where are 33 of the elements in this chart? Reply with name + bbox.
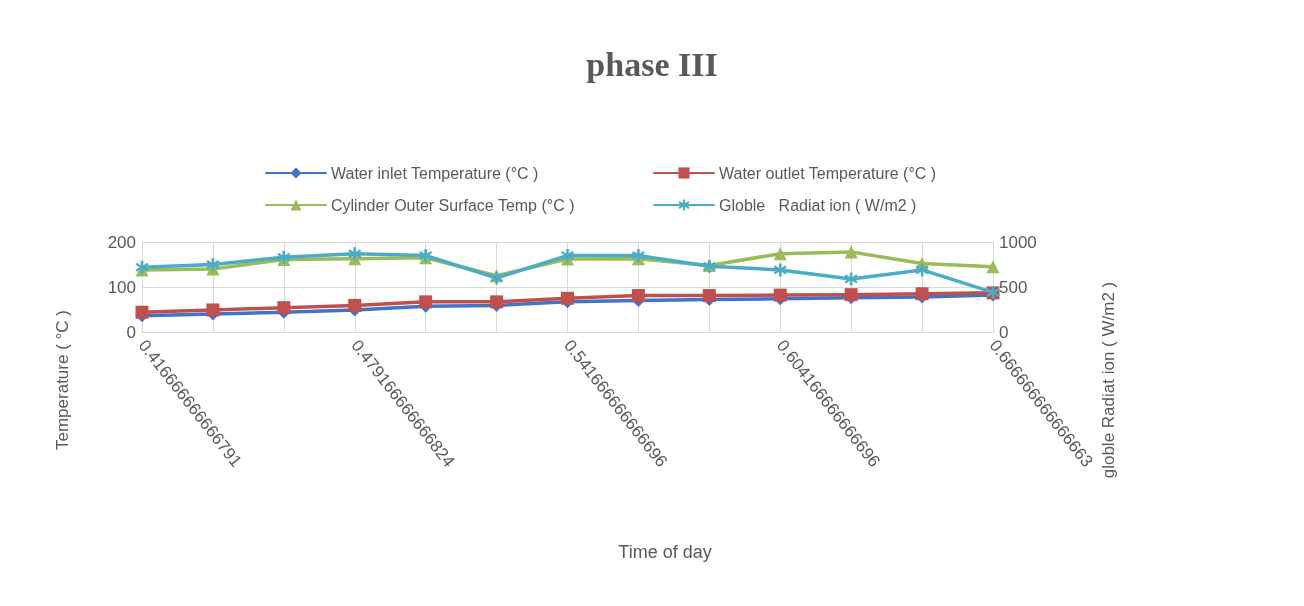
- point: [986, 260, 1000, 274]
- legend-label: Water outlet Temperature (°C ): [719, 164, 937, 182]
- point: [915, 263, 929, 277]
- y-axis-title: Temperature ( °C ): [52, 309, 72, 451]
- chart-title: phase III: [586, 45, 718, 83]
- y-tick-label: 200: [107, 232, 136, 252]
- point: [773, 288, 787, 302]
- legend-label: Cylinder Outer Surface Temp (°C ): [331, 196, 575, 214]
- point: [702, 289, 716, 303]
- y2-axis-title: globle Radiat ion ( W/m2 ): [1098, 281, 1118, 479]
- legend-label: Globle Radiat ion ( W/m2 ): [719, 196, 917, 214]
- y2-tick-label: 1000: [999, 232, 1037, 252]
- point: [206, 303, 220, 317]
- x-axis-title: Time of day: [618, 542, 712, 562]
- y2-tick-label: 500: [999, 277, 1028, 297]
- point: [631, 249, 645, 262]
- y2-tick-label: 0: [999, 322, 1009, 342]
- point: [844, 245, 858, 259]
- point: [277, 301, 291, 315]
- point: [631, 289, 645, 303]
- point: [419, 295, 433, 309]
- point: [844, 272, 858, 286]
- point: [348, 247, 362, 261]
- point: [206, 258, 220, 271]
- point: [773, 263, 787, 277]
- legend-label: Water inlet Temperature (°C ): [331, 164, 539, 182]
- point: [135, 305, 149, 319]
- point: [773, 247, 787, 261]
- point: [561, 291, 574, 305]
- y-tick-label: 100: [107, 277, 136, 297]
- point: [561, 249, 574, 262]
- y-tick-label: 0: [126, 322, 136, 342]
- point: [348, 298, 362, 312]
